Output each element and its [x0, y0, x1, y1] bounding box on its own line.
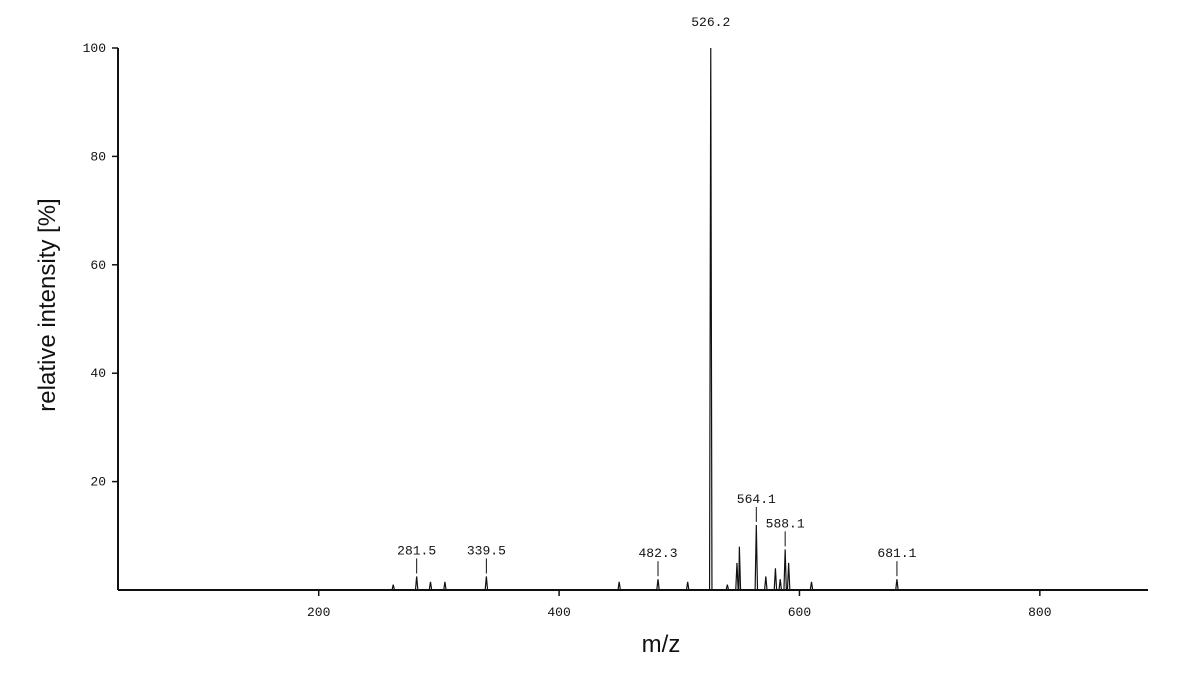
- x-tick-label: 400: [547, 605, 570, 620]
- peak-label: 339.5: [467, 543, 506, 558]
- peak-label: 281.5: [397, 543, 436, 558]
- x-tick-label: 600: [788, 605, 811, 620]
- y-tick-label: 40: [90, 366, 106, 381]
- x-axis-title: m/z: [642, 631, 681, 658]
- y-tick-label: 80: [90, 149, 106, 164]
- y-tick-label: 20: [90, 475, 106, 490]
- peak-label: 526.2: [691, 15, 730, 30]
- spectrum-line: [118, 47, 1148, 591]
- x-tick-label: 800: [1028, 605, 1051, 620]
- x-tick-label: 200: [307, 605, 330, 620]
- peak-label: 564.1: [737, 492, 776, 507]
- y-tick-label: 60: [90, 258, 106, 273]
- y-axis-title: relative intensity [%]: [34, 198, 61, 411]
- peak-label: 482.3: [638, 546, 677, 561]
- peak-label: 588.1: [766, 516, 805, 531]
- peak-label: 681.1: [877, 546, 916, 561]
- y-tick-label: 100: [83, 41, 106, 56]
